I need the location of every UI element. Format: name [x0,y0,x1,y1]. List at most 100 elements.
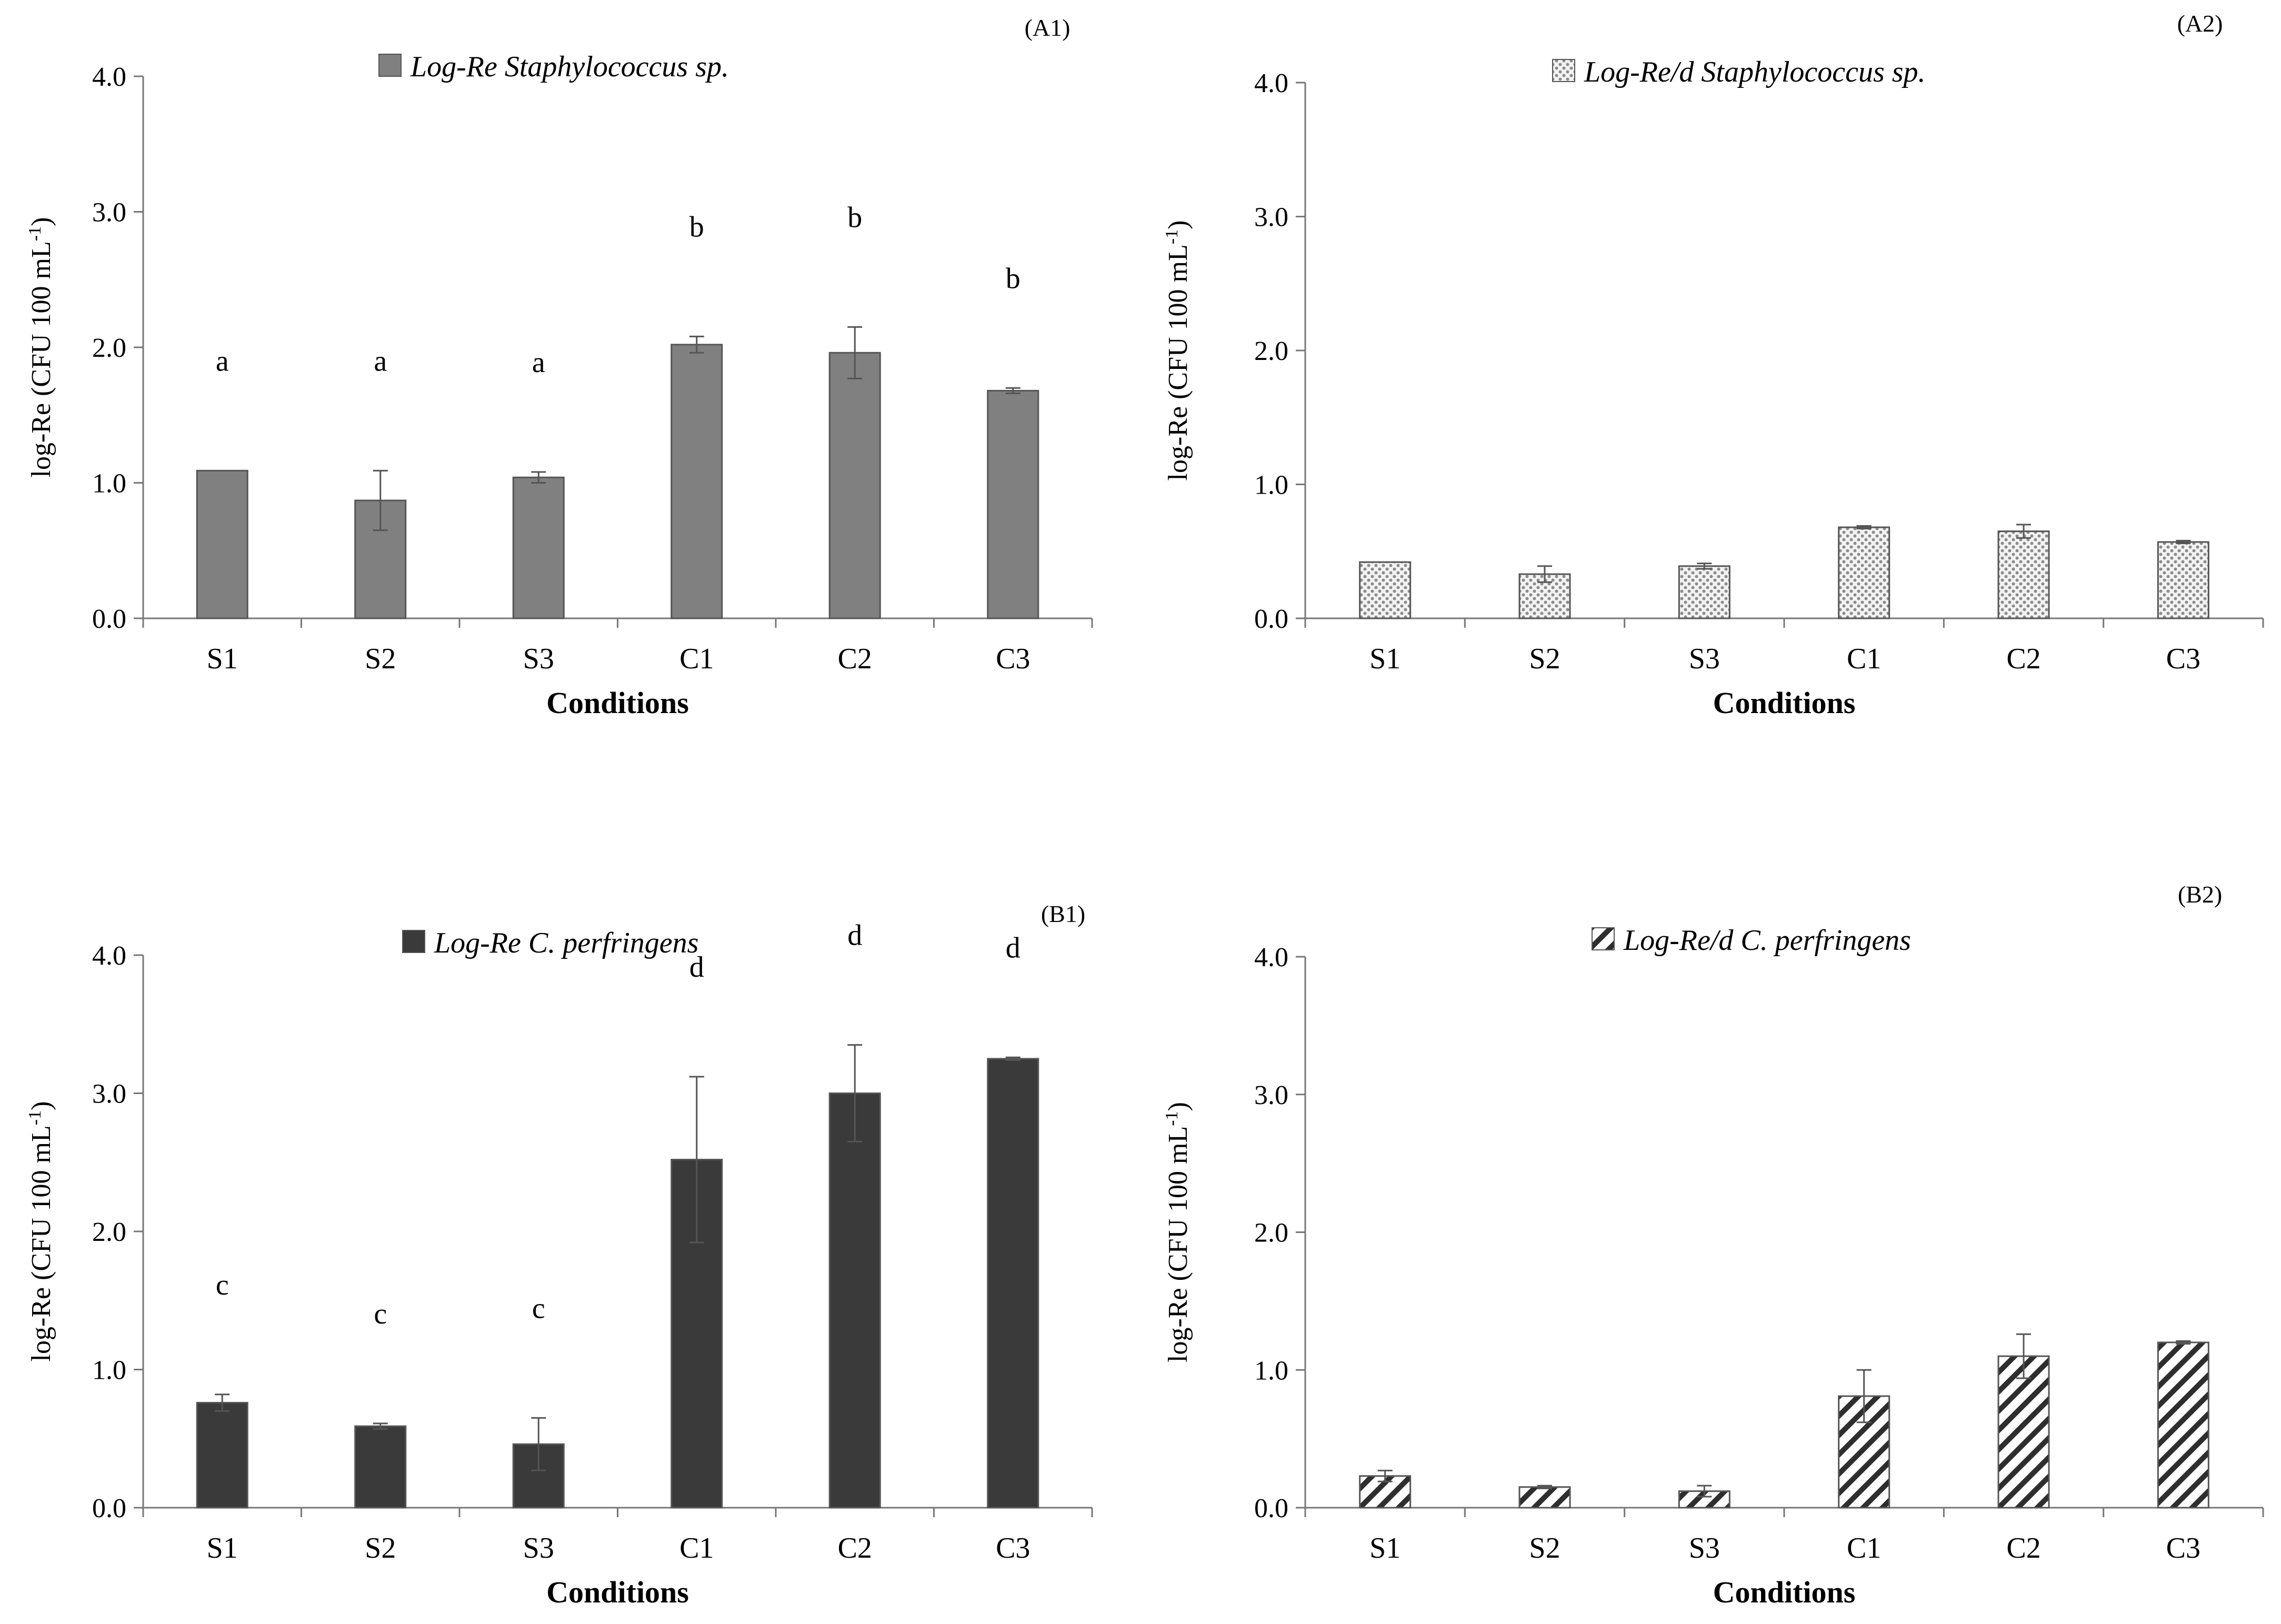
y-tick-label: 0.0 [92,604,126,634]
legend-swatch [402,930,425,953]
y-tick-label: 4.0 [92,62,126,92]
bar-s1 [196,469,248,619]
significance-letter: b [847,201,862,234]
category-label-s1: S1 [1369,643,1400,675]
legend-swatch [1592,927,1615,950]
y-tick-label: 4.0 [92,941,126,971]
significance-letter: d [1006,931,1021,964]
legend-label: Log-Re/d Staphylococcus sp. [1584,56,1926,88]
y-tick-label: 4.0 [1254,943,1288,973]
y-tick-label: 1.0 [1254,470,1288,500]
panel-label: (B1) [1041,900,1085,927]
category-label-s1: S1 [1369,1532,1400,1565]
legend-label: Log-Re Staphylococcus sp. [410,51,729,83]
panel-label: (B2) [2178,881,2222,908]
x-axis-label: Conditions [546,686,689,720]
chart-b2: 0.0 1.0 2.0 3.0 4.0 S1 S2 S3 C1 C2 C3 Conditions log… [1162,881,2264,1609]
x-axis-label: Conditions [546,1575,689,1609]
significance-letter: c [532,1292,545,1325]
category-label-s3: S3 [1689,643,1720,675]
bar-s1 [196,1402,248,1509]
category-label-s2: S2 [365,1532,396,1565]
charts-root: 0.0 1.0 2.0 3.0 4.0 S1 a S2 a S3 a C1 b C2 b C3 b Conditi… [25,10,2264,1609]
bar-c2 [828,1092,881,1509]
y-tick-label: 0.0 [1254,604,1288,634]
y-tick-label: 2.0 [92,333,126,363]
category-label-s1: S1 [207,643,238,675]
category-label-s1: S1 [207,1532,238,1565]
significance-letter: d [689,951,704,984]
y-axis-label: log-Re (CFU 100 mL-1) [1162,220,1193,481]
bar-c3 [2157,541,2209,619]
legend-label: Log-Re/d C. perfringens [1623,924,1911,957]
category-label-c2: C2 [838,643,872,675]
bar-c1 [671,344,723,619]
panel-label: (A1) [1025,14,1071,41]
chart-a2: 0.0 1.0 2.0 3.0 4.0 S1 S2 S3 C1 C2 C3 Conditions log… [1162,10,2264,720]
category-label-s2: S2 [1529,1532,1560,1565]
bar-c3 [2157,1341,2209,1509]
bar-s1 [1359,561,1412,619]
category-label-c2: C2 [2006,1532,2040,1565]
category-label-c1: C1 [679,643,714,675]
significance-letter: c [216,1269,229,1301]
x-axis-label: Conditions [1713,686,1856,720]
bar-s2 [1518,1486,1571,1509]
category-label-c1: C1 [1847,643,1881,675]
y-tick-label: 0.0 [1254,1493,1288,1523]
category-label-c2: C2 [2006,643,2040,675]
category-label-s2: S2 [365,643,396,675]
significance-letter: c [374,1298,387,1330]
significance-letter: a [532,346,545,379]
category-label-c3: C3 [2166,1532,2200,1565]
y-axis-label: log-Re (CFU 100 mL-1) [1162,1102,1193,1362]
panel-label: (A2) [2177,10,2223,37]
y-tick-label: 2.0 [1254,336,1288,366]
y-tick-label: 3.0 [1254,203,1288,233]
y-tick-label: 1.0 [92,1356,126,1386]
bar-c3 [987,1058,1039,1509]
significance-letter: b [689,210,704,243]
significance-letter: b [1006,262,1021,295]
bar-s2 [354,1425,407,1509]
significance-letter: d [847,919,862,952]
significance-letter: a [216,345,229,377]
bar-s2 [354,499,407,619]
category-label-c3: C3 [996,643,1030,675]
bar-s3 [512,476,565,619]
significance-letter: a [374,345,387,377]
category-label-s3: S3 [1689,1532,1720,1565]
y-tick-label: 2.0 [1254,1218,1288,1248]
y-tick-label: 3.0 [92,1079,126,1109]
category-label-s3: S3 [523,1532,554,1565]
x-axis-label: Conditions [1713,1575,1856,1609]
y-tick-label: 4.0 [1254,68,1288,98]
category-label-s3: S3 [523,643,554,675]
y-axis-label: log-Re (CFU 100 mL-1) [25,1101,56,1362]
y-tick-label: 0.0 [92,1493,126,1523]
category-label-c3: C3 [2166,643,2200,675]
y-tick-label: 2.0 [92,1217,126,1247]
legend-swatch [1552,59,1575,82]
y-tick-label: 1.0 [1254,1356,1288,1386]
category-label-c1: C1 [1847,1532,1881,1565]
bar-c1 [1838,526,1890,619]
bar-s3 [1678,565,1730,619]
bar-c2 [828,352,881,619]
y-tick-label: 3.0 [1254,1080,1288,1110]
legend-label: Log-Re C. perfringens [434,927,698,959]
category-label-c2: C2 [838,1532,872,1565]
category-label-c1: C1 [679,1532,714,1565]
bar-c2 [1997,1355,2050,1509]
legend-swatch [378,54,402,77]
y-tick-label: 1.0 [92,469,126,499]
y-axis-label: log-Re (CFU 100 mL-1) [25,217,56,478]
category-label-c3: C3 [996,1532,1030,1565]
category-label-s2: S2 [1529,643,1560,675]
bar-c3 [987,389,1039,619]
y-tick-label: 3.0 [92,198,126,228]
bar-c2 [1997,530,2050,619]
chart-b1: 0.0 1.0 2.0 3.0 4.0 S1 c S2 c S3 c C1 d C2 d C3 d Conditi… [25,900,1093,1609]
chart-a1: 0.0 1.0 2.0 3.0 4.0 S1 a S2 a S3 a C1 b C2 b C3 b Conditi… [25,14,1093,720]
